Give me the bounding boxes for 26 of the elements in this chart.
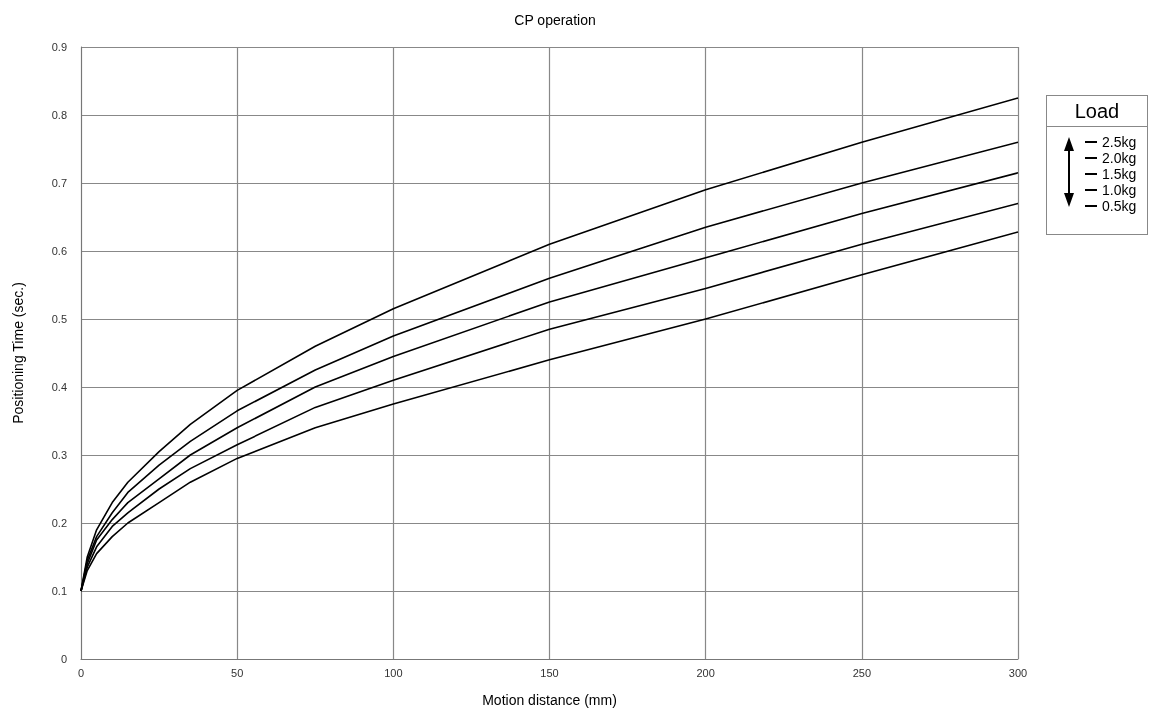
legend-title: Load	[1047, 96, 1147, 127]
x-tick-label: 200	[696, 666, 715, 679]
y-tick-label: 0.4	[51, 381, 67, 393]
y-tick-label: 0.6	[51, 245, 67, 257]
legend-label: 0.5kg	[1102, 198, 1137, 214]
y-tick-label: 0.5	[51, 313, 67, 325]
y-tick-label: 0.3	[51, 449, 67, 461]
x-tick-label: 250	[852, 666, 872, 679]
y-tick-label: 0.9	[51, 41, 67, 53]
x-axis-title: Motion distance (mm)	[482, 692, 617, 708]
x-tick-label: 50	[231, 666, 244, 679]
legend-label: 2.0kg	[1102, 150, 1137, 166]
y-tick-label: 0.8	[51, 109, 67, 121]
y-tick-label: 0.2	[51, 517, 67, 529]
x-tick-label: 300	[1008, 666, 1028, 679]
x-tick-label: 150	[540, 666, 559, 679]
x-tick-label: 0	[77, 666, 85, 679]
y-tick-label: 0	[60, 653, 67, 665]
y-tick-label: 0.1	[51, 585, 67, 597]
y-tick-label: 0.7	[51, 177, 67, 189]
legend-label: 1.0kg	[1102, 182, 1137, 198]
chart-title: CP operation	[514, 12, 596, 28]
y-axis-title: Positioning Time (sec.)	[10, 282, 26, 424]
legend-label: 2.5kg	[1102, 134, 1137, 150]
x-tick-label: 100	[384, 666, 403, 679]
legend-label: 1.5kg	[1102, 166, 1137, 182]
